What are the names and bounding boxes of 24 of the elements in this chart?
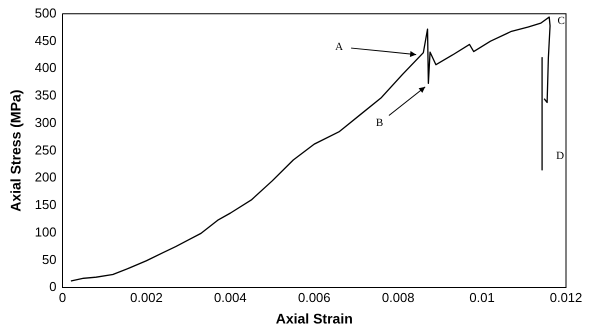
x-tick-label: 0.008 — [382, 290, 414, 305]
x-tick-label: 0.002 — [130, 290, 163, 305]
x-axis-title: Axial Strain — [276, 310, 353, 326]
y-axis-title: Axial Stress (MPa) — [7, 90, 24, 212]
y-tick-label: 400 — [34, 60, 56, 76]
y-tick-label: 200 — [34, 170, 56, 185]
y-tick-label: 0 — [49, 279, 56, 294]
x-tick-label: 0.01 — [469, 290, 495, 305]
y-tick-label: 150 — [34, 197, 56, 212]
annotation: C — [558, 14, 565, 27]
y-tick-label: 300 — [34, 114, 56, 130]
x-tick-label: 0 — [58, 290, 66, 305]
y-tick-label: 500 — [34, 5, 56, 20]
annotation: A — [335, 40, 344, 53]
y-tick-label: 350 — [34, 88, 56, 103]
x-tick-label: 0.012 — [550, 290, 582, 305]
y-tick-label: 450 — [34, 32, 56, 48]
y-tick-label: 50 — [42, 252, 56, 267]
annotation: D — [556, 150, 564, 162]
x-tick-label: 0.004 — [214, 290, 247, 305]
y-tick-label: 250 — [34, 142, 56, 158]
x-tick-label: 0.006 — [298, 290, 331, 305]
y-tick-label: 100 — [34, 224, 56, 240]
annotation: B — [376, 116, 384, 129]
